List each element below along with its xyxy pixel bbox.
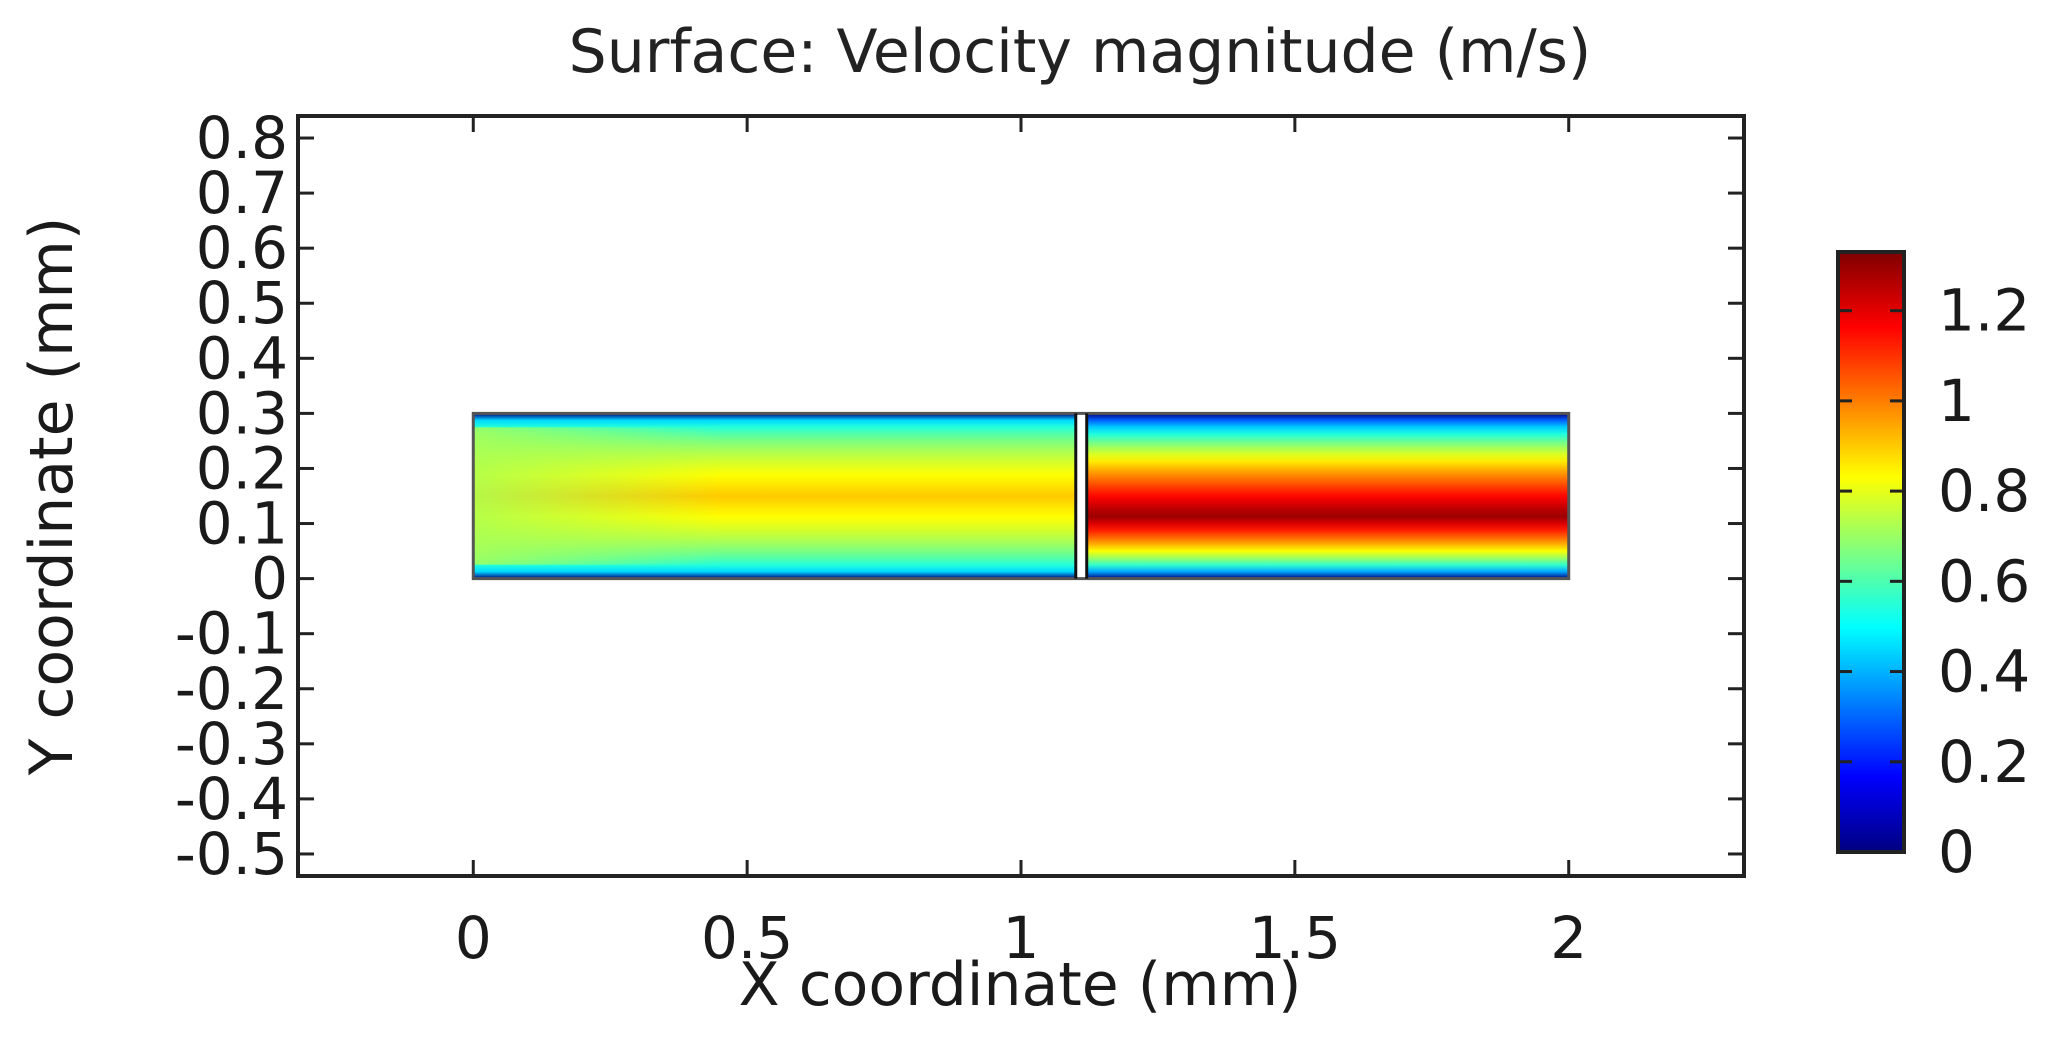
y-tick-label: 0.6 bbox=[196, 214, 288, 282]
domain-boundary bbox=[471, 411, 1571, 581]
y-tick-label: 0.8 bbox=[196, 104, 288, 172]
colorbar-tick-label: 0.4 bbox=[1938, 638, 2030, 706]
colorbar-tick-label: 0.6 bbox=[1938, 547, 2030, 615]
y-tick-label: -0.5 bbox=[175, 820, 288, 888]
colorbar-tick-label: 1.2 bbox=[1938, 277, 2030, 345]
y-tick-label: 0.1 bbox=[196, 490, 288, 558]
y-tick-label: -0.2 bbox=[175, 655, 288, 723]
x-axis: 0 0.5 1 1.5 2 bbox=[455, 116, 1587, 972]
colorbar-scale bbox=[1836, 250, 1906, 854]
colorbar-tick-label: 1 bbox=[1938, 367, 1975, 435]
colorbar-tick-label: 0 bbox=[1938, 818, 1975, 886]
colorbar-tick-label: 0.2 bbox=[1938, 728, 2030, 796]
y-tick-label: -0.3 bbox=[175, 710, 288, 778]
y-tick-label: 0.2 bbox=[196, 434, 288, 502]
x-axis-title: X coordinate (mm) bbox=[739, 950, 1302, 1020]
colorbar-tick-label: 0.8 bbox=[1938, 457, 2030, 525]
y-tick-label: 0.4 bbox=[196, 324, 288, 392]
y-tick-label: -0.4 bbox=[175, 765, 288, 833]
x-tick-label: 1.5 bbox=[1249, 904, 1341, 972]
x-tick-label: 2 bbox=[1550, 904, 1587, 972]
x-tick-label: 0.5 bbox=[701, 904, 793, 972]
colorbar: 1.2 1 0.8 0.6 0.4 0.2 0 bbox=[1836, 250, 2030, 886]
inlet-plug-highlight bbox=[473, 427, 720, 565]
x-tick-label: 1 bbox=[1003, 904, 1040, 972]
y-tick-label: 0.7 bbox=[196, 159, 288, 227]
y-tick-label: 0.3 bbox=[196, 379, 288, 447]
chart-title: Surface: Velocity magnitude (m/s) bbox=[569, 17, 1592, 87]
y-axis-title: Y coordinate (mm) bbox=[17, 217, 87, 777]
velocity-field bbox=[471, 411, 1571, 581]
y-tick-label: -0.1 bbox=[175, 600, 288, 668]
field-region-outlet bbox=[1086, 413, 1569, 579]
y-tick-label: 0.5 bbox=[196, 269, 288, 337]
y-axis: 0.80.70.60.50.40.30.20.10-0.1-0.2-0.3-0.… bbox=[175, 104, 1744, 888]
x-tick-label: 0 bbox=[455, 904, 492, 972]
y-tick-label: 0 bbox=[251, 545, 288, 613]
